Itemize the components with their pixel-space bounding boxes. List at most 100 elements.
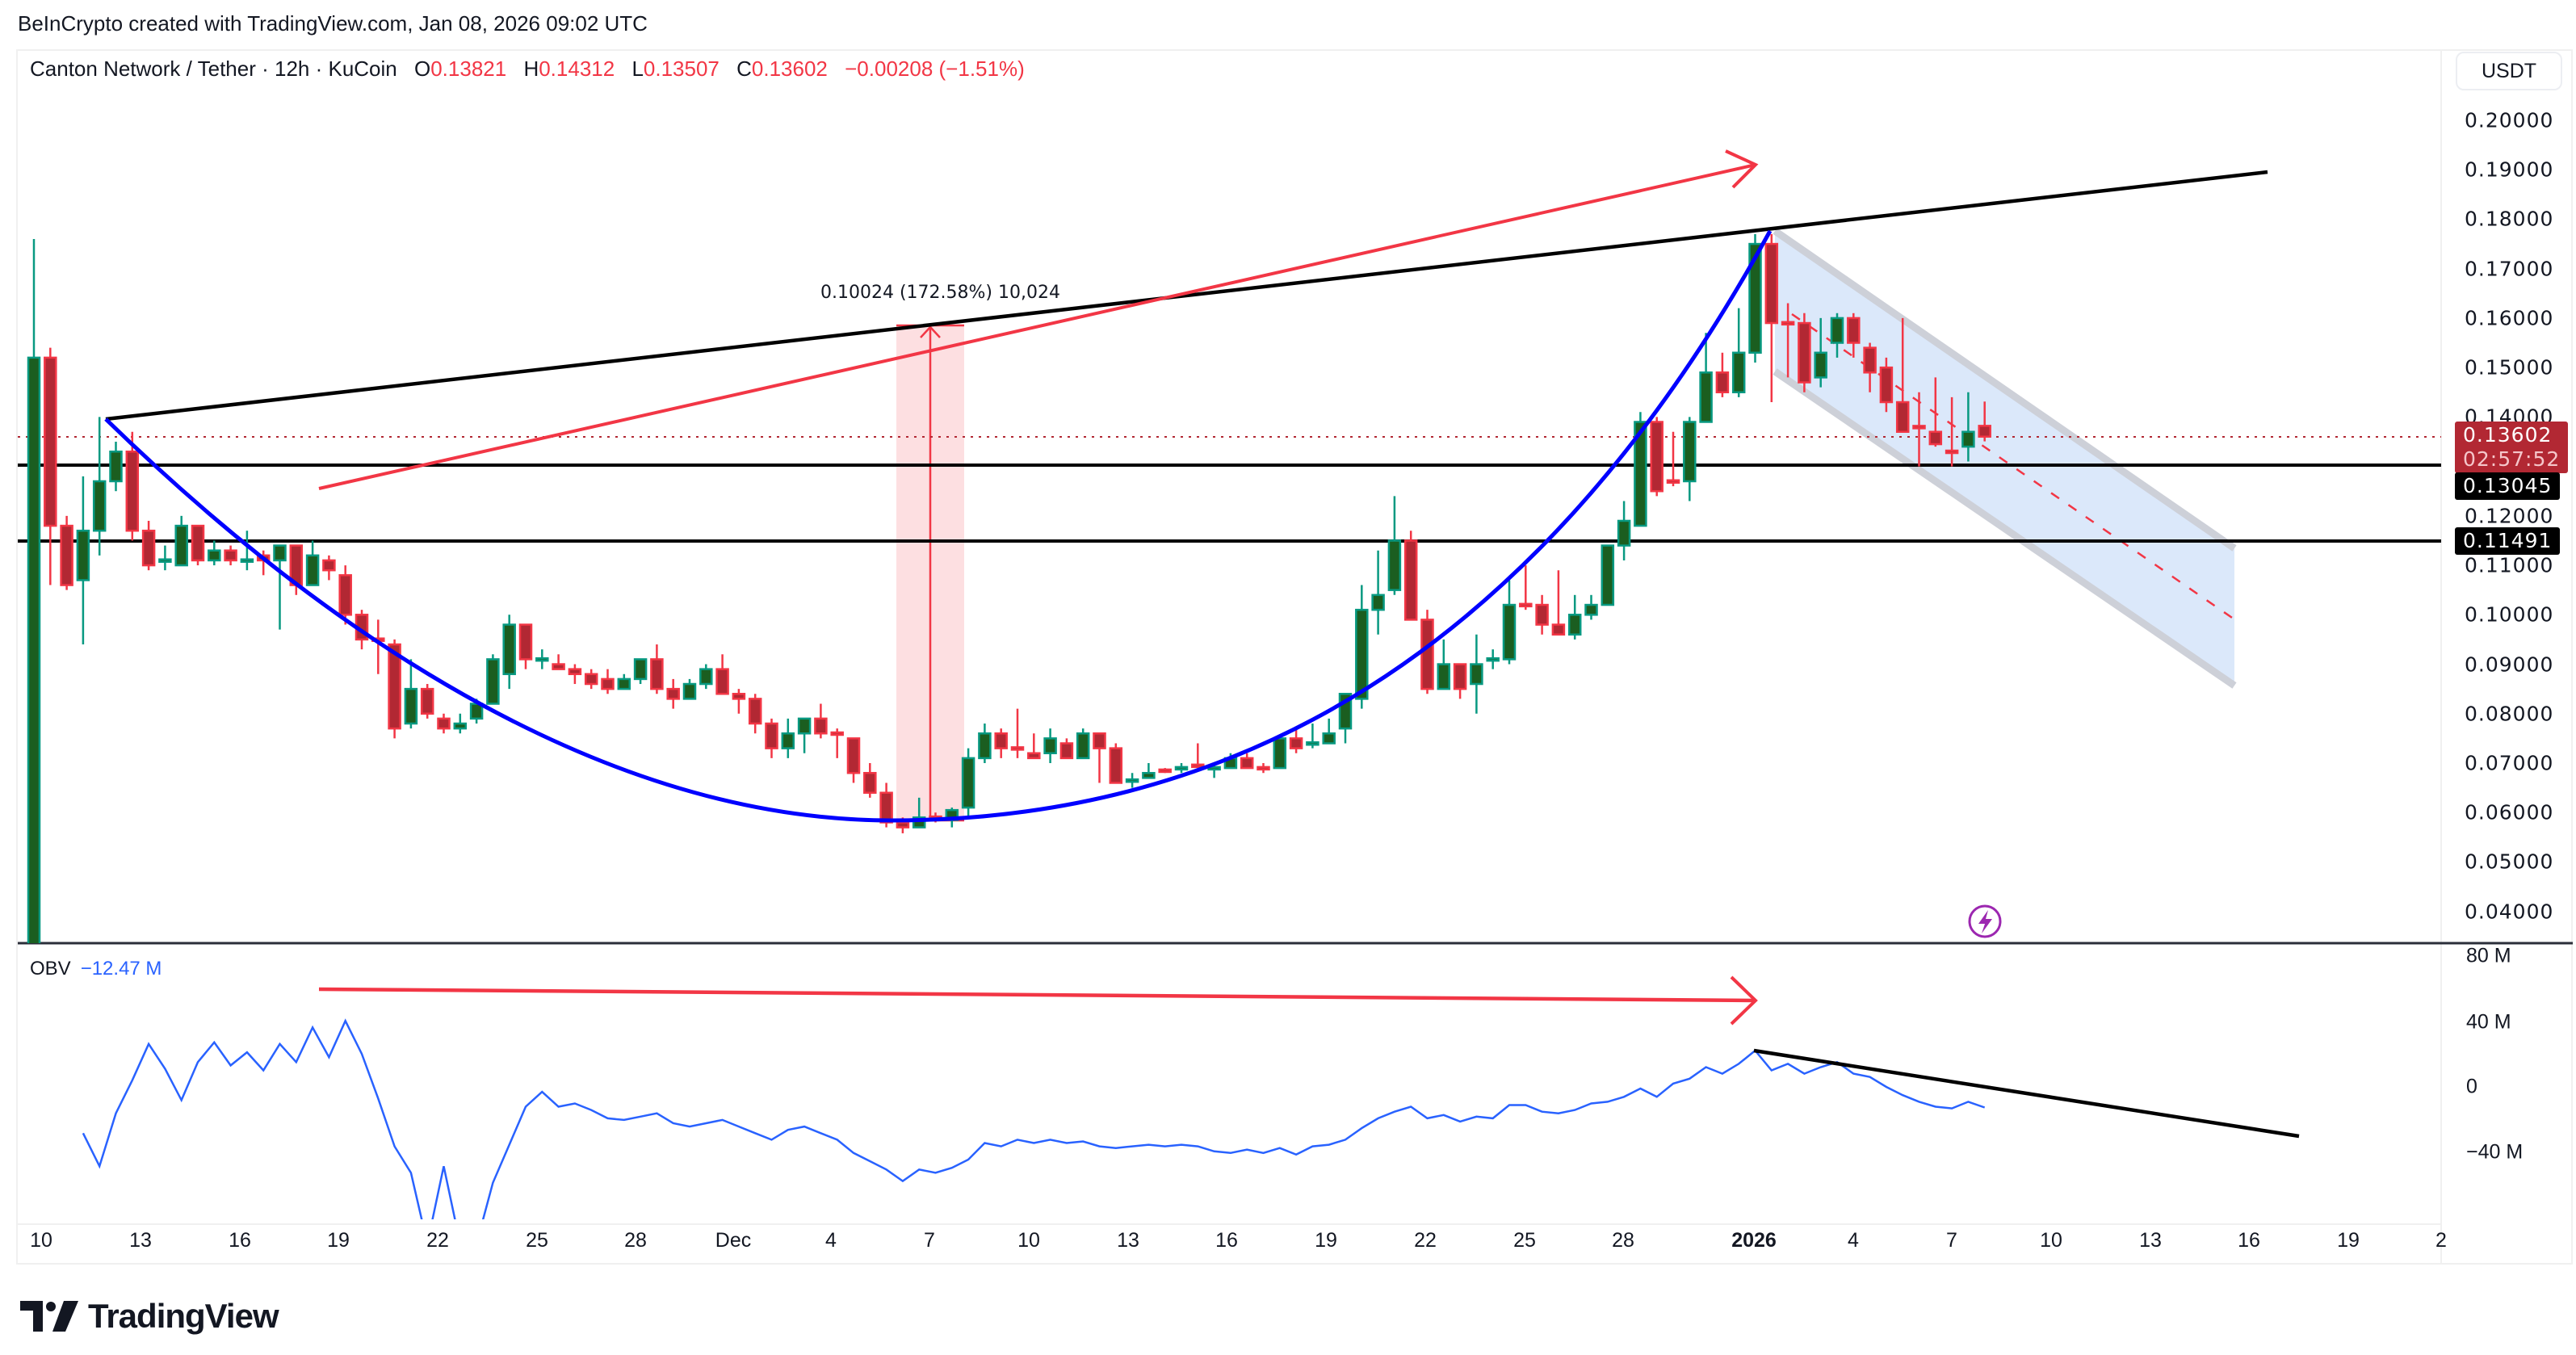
candle[interactable] [1355, 585, 1369, 709]
candle[interactable] [1666, 431, 1680, 487]
candle[interactable] [158, 545, 172, 571]
tradingview-logo[interactable]: TradingView [20, 1297, 279, 1336]
candle[interactable] [1191, 743, 1205, 769]
candle[interactable] [1650, 417, 1663, 497]
candle[interactable] [1634, 412, 1647, 527]
candle[interactable] [1551, 570, 1566, 636]
symbol-legend[interactable]: Canton Network / Tether · 12h · KuCoin O… [30, 57, 1025, 82]
candle[interactable] [568, 664, 582, 685]
obv-legend[interactable]: OBV −12.47 M [30, 958, 162, 980]
candle[interactable] [1076, 728, 1090, 760]
candle[interactable] [141, 520, 156, 571]
candle[interactable] [1027, 733, 1041, 760]
candle[interactable] [240, 531, 254, 571]
candle[interactable] [1798, 313, 1811, 392]
cup-curve[interactable] [104, 229, 1773, 823]
candle[interactable] [208, 540, 221, 566]
candle[interactable] [224, 545, 237, 566]
candle[interactable] [1240, 753, 1254, 770]
candle[interactable] [1895, 317, 1910, 433]
candle[interactable] [1978, 401, 1991, 442]
candle[interactable] [1912, 392, 1926, 467]
candle[interactable] [125, 431, 140, 541]
candle[interactable] [1683, 417, 1697, 501]
upper-trendline[interactable] [105, 170, 2268, 422]
candle[interactable] [682, 678, 697, 700]
candle[interactable] [978, 724, 992, 763]
candle[interactable] [305, 540, 320, 586]
candle[interactable] [666, 678, 680, 709]
candle[interactable] [650, 644, 664, 694]
candle[interactable] [633, 658, 648, 685]
candle[interactable] [1174, 762, 1189, 774]
candle[interactable] [699, 664, 713, 690]
candle[interactable] [732, 689, 746, 714]
candle[interactable] [1535, 594, 1549, 635]
channel-upper-line[interactable] [1773, 228, 2237, 552]
price-higher-high-arrow[interactable] [318, 163, 1756, 490]
lightning-icon[interactable] [1968, 904, 2002, 938]
candle[interactable] [486, 654, 500, 705]
candle[interactable] [1289, 728, 1303, 753]
candle[interactable] [1437, 639, 1451, 690]
candle[interactable] [1387, 496, 1402, 595]
candle[interactable] [765, 718, 778, 758]
candle[interactable] [338, 565, 352, 625]
candle[interactable] [1093, 732, 1106, 783]
candle[interactable] [814, 703, 828, 739]
candle[interactable] [1519, 565, 1533, 610]
candle[interactable] [535, 649, 549, 669]
candle[interactable] [1403, 531, 1418, 621]
candle[interactable] [1601, 544, 1615, 606]
candle[interactable] [1814, 317, 1827, 388]
candle[interactable] [1731, 308, 1746, 397]
candle[interactable] [781, 718, 795, 758]
candle[interactable] [1109, 743, 1123, 784]
candle[interactable] [552, 654, 565, 670]
candle[interactable] [1257, 762, 1270, 774]
candle[interactable] [388, 639, 401, 739]
candle[interactable] [1945, 396, 1959, 467]
candle[interactable] [846, 737, 861, 783]
candle[interactable] [1470, 634, 1483, 714]
channel-lower-line[interactable] [1773, 368, 2237, 689]
candle[interactable] [1306, 724, 1319, 749]
candle[interactable] [1567, 594, 1582, 640]
candle[interactable] [44, 347, 57, 585]
candle[interactable] [1142, 762, 1156, 779]
candle[interactable] [1617, 501, 1631, 560]
candle[interactable] [420, 684, 434, 719]
candle[interactable] [322, 555, 336, 581]
candle[interactable] [617, 673, 631, 690]
currency-button[interactable]: USDT [2456, 52, 2562, 90]
candle[interactable] [289, 544, 304, 595]
descending-channel[interactable] [1775, 231, 2234, 686]
candle[interactable] [961, 748, 975, 818]
candle[interactable] [1879, 357, 1894, 413]
candle[interactable] [437, 713, 451, 734]
obv-flat-arrow[interactable] [318, 987, 1756, 1003]
candle[interactable] [1158, 768, 1172, 774]
candle[interactable] [1486, 649, 1500, 669]
candle[interactable] [1453, 663, 1467, 699]
candle[interactable] [404, 659, 418, 729]
candle[interactable] [92, 417, 107, 556]
candle[interactable] [502, 615, 516, 690]
candle[interactable] [1715, 352, 1730, 397]
candle[interactable] [715, 654, 729, 695]
candle[interactable] [748, 694, 762, 734]
candle[interactable] [1961, 392, 1975, 462]
candle[interactable] [1043, 728, 1057, 763]
candle[interactable] [518, 623, 533, 669]
candle[interactable] [27, 238, 41, 961]
candle[interactable] [1699, 333, 1713, 423]
candle[interactable] [1584, 594, 1598, 620]
candle[interactable] [453, 713, 468, 734]
candle[interactable] [797, 717, 812, 753]
candle[interactable] [1847, 313, 1861, 358]
candle[interactable] [191, 524, 205, 566]
candle[interactable] [1125, 773, 1139, 788]
candle[interactable] [1273, 737, 1287, 770]
candle[interactable] [174, 515, 188, 567]
